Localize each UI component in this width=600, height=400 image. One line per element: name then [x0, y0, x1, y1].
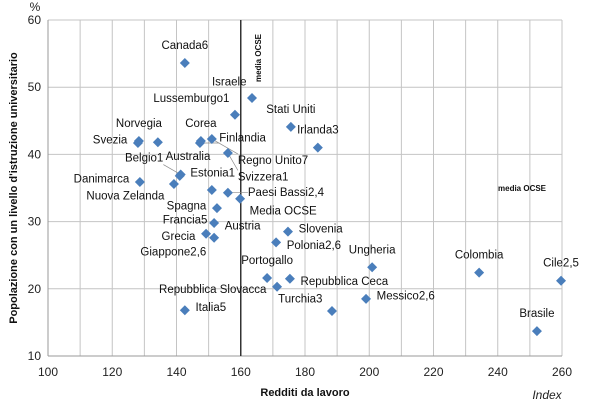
data-point-label: Portogallo	[241, 255, 293, 267]
data-point-marker	[229, 109, 240, 120]
data-point-label: Slovenia	[299, 223, 344, 235]
data-point-label: Paesi Bassi2,4	[248, 187, 325, 199]
data-point-marker	[168, 178, 179, 189]
data-point-marker	[282, 226, 293, 237]
y-tick-label: 30	[28, 215, 42, 229]
data-point-label: Repubblica Ceca	[301, 276, 389, 288]
y-tick-label: 40	[28, 147, 42, 161]
y-tick-label: 10	[28, 349, 42, 363]
reference-line-label: media OCSE	[254, 33, 263, 82]
data-point-marker	[312, 142, 323, 153]
data-point-label: Messico2,6	[377, 291, 435, 303]
data-point-marker	[132, 137, 143, 148]
x-unit: Index	[532, 388, 562, 400]
y-axis-title: Popolazione con un livello d'istruzione …	[8, 52, 20, 324]
data-point-label: Svezia	[93, 135, 128, 147]
data-point-marker	[209, 232, 220, 243]
data-point-label: Media OCSE	[250, 205, 317, 217]
x-axis-title: Redditi da lavoro	[260, 387, 350, 399]
data-point-marker	[262, 273, 273, 284]
data-point-marker	[222, 148, 233, 159]
x-tick-label: 220	[423, 365, 443, 379]
label-leader-line	[211, 138, 238, 155]
data-point-label: Francia5	[163, 215, 208, 227]
data-point-marker	[285, 121, 296, 132]
data-point-marker	[361, 293, 372, 304]
data-point-marker	[326, 305, 337, 316]
data-point-marker	[206, 133, 217, 144]
data-point-marker	[367, 262, 378, 273]
data-point-marker	[272, 281, 283, 292]
data-point-label: Israele	[212, 76, 247, 88]
data-point-label: Estonia1	[190, 168, 235, 180]
data-point-label: Canada6	[162, 40, 209, 52]
x-tick-label: 180	[295, 365, 315, 379]
data-point-marker	[246, 92, 257, 103]
data-point-marker	[222, 187, 233, 198]
data-point-label: Colombia	[455, 250, 504, 262]
y-tick-label: 20	[28, 282, 42, 296]
data-point-marker	[179, 305, 190, 316]
data-point-marker	[194, 137, 205, 148]
data-point-label: Giappone2,6	[140, 247, 206, 259]
x-tick-label: 120	[102, 365, 122, 379]
data-point-label: Cile2,5	[543, 258, 579, 270]
x-tick-label: 160	[231, 365, 251, 379]
reference-label-right: media OCSE	[498, 184, 547, 193]
data-point-label: Corea	[185, 118, 217, 130]
data-point-marker	[134, 176, 145, 187]
data-point-marker	[211, 203, 222, 214]
data-point-marker	[175, 169, 186, 180]
x-tick-label: 100	[38, 365, 58, 379]
data-point-marker	[201, 228, 212, 239]
data-point-marker	[474, 267, 485, 278]
data-point-label: Finlandia	[219, 132, 266, 144]
data-point-label: Italia5	[195, 302, 226, 314]
data-point-marker	[206, 185, 217, 196]
x-tick-label: 140	[166, 365, 186, 379]
data-point-label: Spagna	[167, 201, 207, 213]
point-labels: Canada6 Israele Lussemburgo1 Corea Stati Uni…	[74, 40, 579, 320]
y-unit: %	[30, 0, 41, 14]
data-point-marker	[271, 237, 282, 248]
data-point-label: Turchia3	[278, 293, 322, 305]
data-point-label: Australia	[166, 151, 211, 163]
data-point-marker	[152, 137, 163, 148]
data-point-marker	[235, 193, 246, 204]
reference-lines: media OCSE	[240, 20, 263, 356]
data-point-label: Danimarca	[74, 174, 130, 186]
axes: 100 120 140 160 180 200 220 240 260 10 20 30 40 50 60	[28, 13, 573, 379]
data-point-label: Brasile	[519, 308, 554, 320]
data-point-label: Regno Unito7	[238, 155, 308, 167]
data-point-marker	[284, 273, 295, 284]
data-point-label: Stati Uniti	[266, 104, 315, 116]
y-tick-label: 60	[28, 13, 42, 27]
y-tick-label: 50	[28, 80, 42, 94]
data-point-marker	[556, 275, 567, 286]
data-point-label: Polonia2,6	[287, 240, 341, 252]
data-point-marker	[179, 58, 190, 69]
data-point-label: Repubblica Slovacca	[159, 284, 267, 296]
data-point-label: Belgio1	[125, 153, 163, 165]
data-point-marker	[209, 217, 220, 228]
x-tick-label: 260	[552, 365, 572, 379]
data-point-label: Austria	[225, 220, 261, 232]
data-point-label: Nuova Zelanda	[86, 190, 165, 202]
x-tick-label: 200	[359, 365, 379, 379]
data-points	[132, 58, 567, 337]
data-point-label: Norvegia	[116, 118, 163, 130]
data-point-label: Grecia	[162, 231, 196, 243]
data-point-label: Ungheria	[349, 244, 396, 256]
data-point-label: Lussemburgo1	[153, 93, 229, 105]
data-point-label: Svizzera1	[238, 171, 289, 183]
data-point-label: Irlanda3	[297, 125, 339, 137]
x-tick-label: 240	[488, 365, 508, 379]
data-point-marker	[531, 326, 542, 337]
